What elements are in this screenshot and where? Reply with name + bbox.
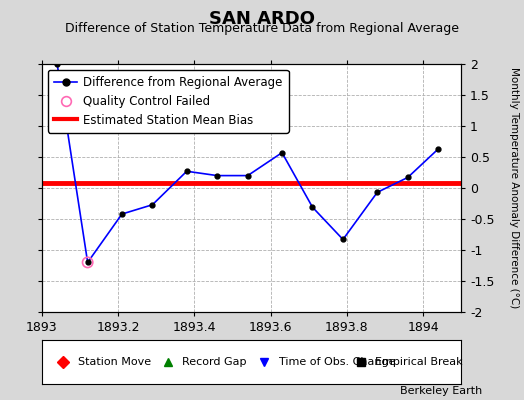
Text: Time of Obs. Change: Time of Obs. Change (279, 357, 395, 367)
Text: Difference of Station Temperature Data from Regional Average: Difference of Station Temperature Data f… (65, 22, 459, 35)
Text: Empirical Break: Empirical Break (375, 357, 463, 367)
Y-axis label: Monthly Temperature Anomaly Difference (°C): Monthly Temperature Anomaly Difference (… (508, 67, 519, 309)
Text: SAN ARDO: SAN ARDO (209, 10, 315, 28)
Text: Record Gap: Record Gap (182, 357, 247, 367)
Text: Berkeley Earth: Berkeley Earth (400, 386, 482, 396)
Legend: Difference from Regional Average, Quality Control Failed, Estimated Station Mean: Difference from Regional Average, Qualit… (48, 70, 289, 132)
Text: Station Move: Station Move (78, 357, 151, 367)
Point (83, 259, 92, 266)
